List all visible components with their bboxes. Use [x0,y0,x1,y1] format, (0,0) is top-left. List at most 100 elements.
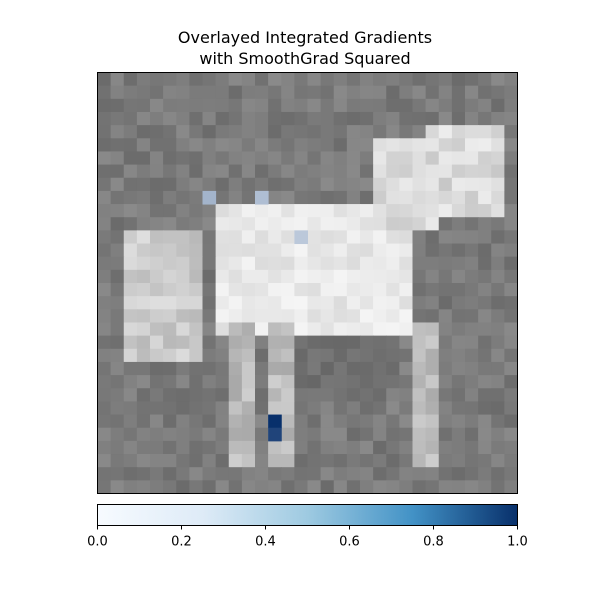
heatmap-cell [123,322,138,337]
heatmap-cell [425,243,440,258]
heatmap-cell [163,151,177,166]
heatmap-cell [228,256,243,271]
heatmap-cell [465,309,479,323]
heatmap-cell [386,361,400,376]
heatmap-cell [360,204,374,218]
heatmap-cell [425,125,440,139]
heatmap-cell [465,111,479,126]
heatmap-cell [268,111,282,126]
heatmap-cell [491,269,505,284]
heatmap-cell [268,72,282,87]
heatmap-cell [320,217,335,231]
heatmap-cell [97,348,112,363]
heatmap-cell [268,283,282,297]
heatmap-cell [438,414,453,429]
heatmap-cell [268,296,282,310]
heatmap-cell [150,98,164,113]
heatmap-cell [189,256,203,271]
heatmap-cell [268,177,282,192]
heatmap-cell [438,388,453,402]
heatmap-cell [255,204,269,218]
heatmap-cell [294,204,308,218]
heatmap-cell [491,440,505,455]
heatmap-cell [294,454,308,468]
heatmap-cell [333,335,348,350]
heatmap-cell [307,427,322,442]
heatmap-cell [504,164,518,179]
heatmap-cell [228,335,243,350]
heatmap-cell [150,401,164,416]
heatmap-cell [163,164,177,179]
heatmap-cell [241,190,256,205]
heatmap-cell [294,440,308,455]
heatmap-cell [202,322,217,337]
colorbar-tick-label: 0.0 [87,535,108,550]
heatmap-cell [307,98,322,113]
heatmap-cell [307,256,322,271]
heatmap-cell [465,375,479,389]
heatmap-cell [123,230,138,245]
heatmap-cell [346,243,361,258]
heatmap-cell [399,348,413,363]
heatmap-cell [307,269,322,284]
heatmap-cell [110,348,125,363]
heatmap-cell [97,204,112,218]
heatmap-cell [491,138,505,152]
heatmap-cell [228,190,243,205]
heatmap-cell [176,401,190,416]
heatmap-cell [386,348,400,363]
heatmap-cell [281,269,295,284]
heatmap-cell [202,138,217,152]
heatmap-cell [478,138,492,152]
heatmap-cell [386,467,400,481]
heatmap-cell [346,414,361,429]
heatmap-cell [241,85,256,100]
heatmap-cell [163,98,177,113]
heatmap-cell [136,480,151,494]
heatmap-cell [491,296,505,310]
heatmap-cell [176,243,190,258]
heatmap-cell [438,322,453,337]
heatmap-cell [451,151,466,166]
heatmap-cell [412,190,427,205]
heatmap-cell [268,164,282,179]
heatmap-cell [465,388,479,402]
heatmap-cell [241,401,256,416]
heatmap-cell [163,190,177,205]
heatmap-cell [373,243,387,258]
heatmap-cell [163,204,177,218]
heatmap-cell [150,177,164,192]
heatmap-cell [333,361,348,376]
heatmap-cell [425,230,440,245]
heatmap-cell [202,151,217,166]
heatmap-cell [360,230,374,245]
heatmap-cell [451,348,466,363]
heatmap-cell [504,98,518,113]
heatmap-cell [399,375,413,389]
heatmap-cell [110,322,125,337]
heatmap-cell [333,388,348,402]
heatmap-cell [451,414,466,429]
heatmap-cell [320,296,335,310]
heatmap-cell [478,401,492,416]
heatmap-cell [307,217,322,231]
heatmap-cell [373,204,387,218]
heatmap-cell [176,217,190,231]
heatmap-cell [215,204,230,218]
heatmap-cell [451,309,466,323]
heatmap-cell [412,177,427,192]
heatmap-cell [478,296,492,310]
heatmap-cell [150,388,164,402]
heatmap-cell [333,256,348,271]
heatmap-cell [360,296,374,310]
heatmap-cell [136,375,151,389]
heatmap-cell [228,309,243,323]
heatmap-cell [373,388,387,402]
heatmap-cell [176,480,190,494]
heatmap-cell [465,85,479,100]
heatmap-cell [189,151,203,166]
heatmap-cell [465,480,479,494]
heatmap-cell [320,480,335,494]
heatmap-cell [438,217,453,231]
heatmap-cell [123,190,138,205]
